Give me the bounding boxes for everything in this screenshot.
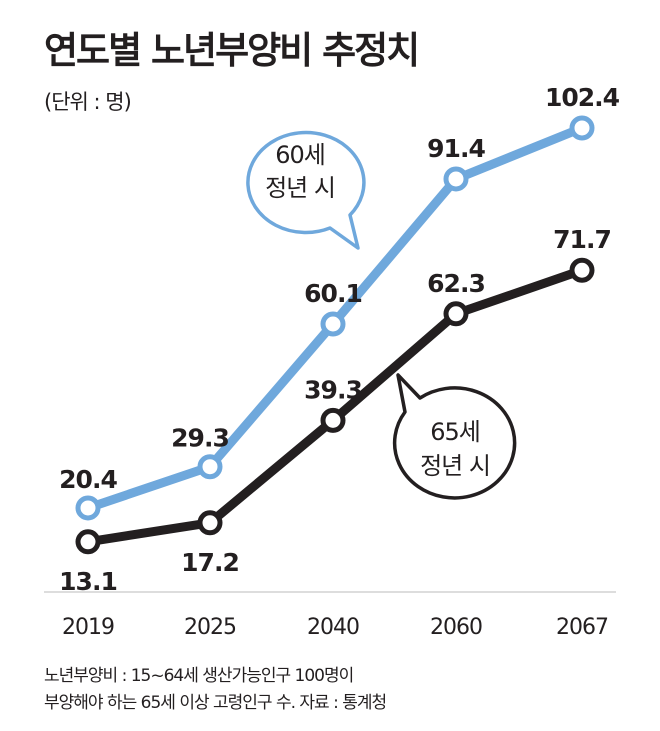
bubble-60: 60세 정년 시	[246, 130, 366, 250]
chart-title: 연도별 노년부양비 추정치	[44, 29, 420, 72]
data-point-0-1	[197, 454, 223, 480]
data-label-1-3: 62.3	[427, 269, 485, 298]
data-label-1-2: 39.3	[304, 375, 362, 404]
data-label-0-3: 91.4	[427, 134, 485, 163]
bubble-60-line1: 60세	[275, 141, 325, 169]
footnote-line1: 노년부양비 : 15~64세 생산가능인구 100명이	[44, 666, 354, 686]
data-label-1-4: 71.7	[553, 225, 611, 254]
data-label-1-0: 13.1	[59, 567, 117, 596]
unit-label: (단위 : 명)	[44, 90, 132, 114]
data-point-1-1	[197, 510, 223, 536]
data-point-0-3	[443, 166, 469, 192]
series-line-1	[87, 265, 584, 547]
data-point-0-0	[75, 495, 101, 521]
bubble-65-line2: 정년 시	[420, 452, 490, 480]
data-label-0-2: 60.1	[304, 279, 362, 308]
x-tick-2019: 2019	[62, 615, 114, 640]
data-label-1-1: 17.2	[181, 548, 239, 577]
x-tick-2025: 2025	[184, 615, 236, 640]
x-tick-2060: 2060	[430, 615, 482, 640]
x-tick-2040: 2040	[307, 615, 359, 640]
data-point-1-2	[320, 407, 346, 433]
bubble-65-line1: 65세	[430, 418, 480, 446]
data-point-1-4	[569, 257, 595, 283]
x-tick-2067: 2067	[556, 615, 608, 640]
data-point-1-0	[75, 529, 101, 555]
bubble-60-line2: 정년 시	[265, 174, 335, 202]
bubble-65: 65세 정년 시	[392, 373, 517, 500]
data-point-1-3	[443, 301, 469, 327]
data-label-0-4: 102.4	[545, 83, 620, 112]
data-point-0-4	[569, 115, 595, 141]
footnote-line2: 부양해야 하는 65세 이상 고령인구 수. 자료 : 통계청	[44, 693, 387, 713]
data-label-0-1: 29.3	[171, 424, 229, 453]
data-point-0-2	[320, 311, 346, 337]
data-label-0-0: 20.4	[59, 465, 117, 494]
